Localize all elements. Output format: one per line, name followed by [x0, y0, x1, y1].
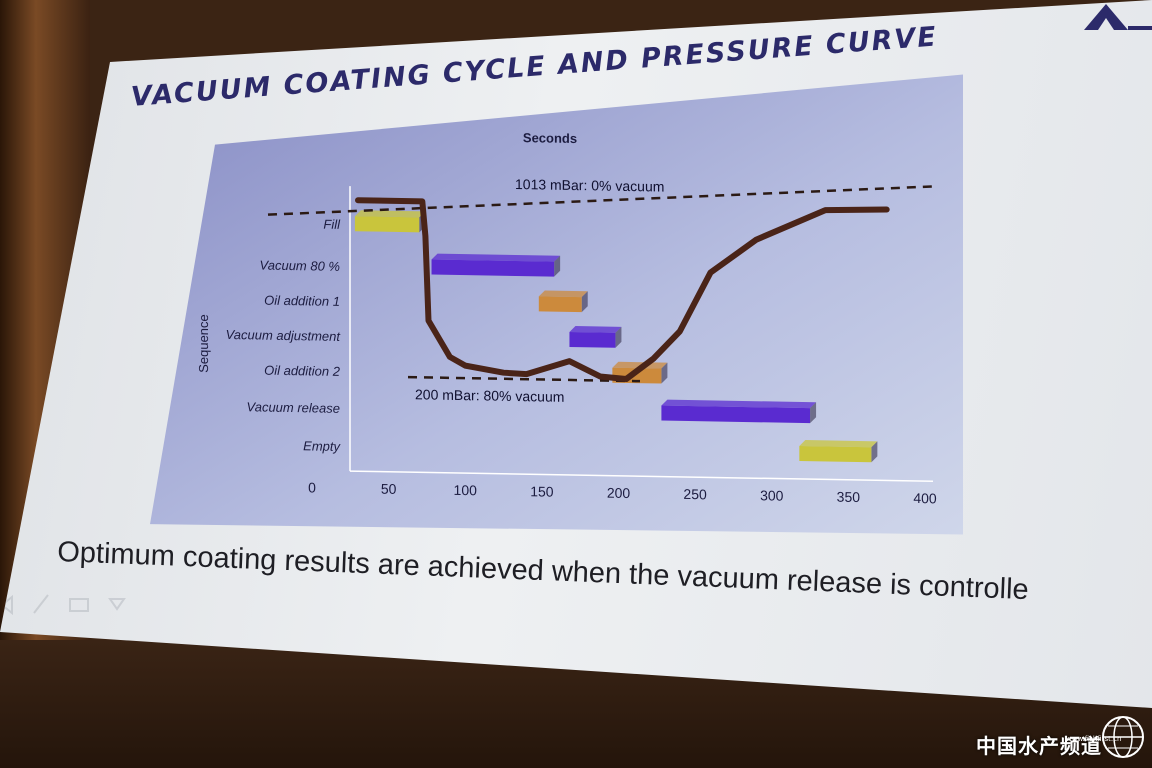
sequence-bar	[569, 331, 616, 348]
forward-arrow-icon	[108, 598, 126, 611]
sequence-label: Vacuum release	[247, 399, 340, 416]
sequence-label: Fill	[323, 217, 341, 232]
sequence-bar	[661, 405, 811, 424]
x-tick-label: 150	[530, 483, 554, 499]
reference-label-1013: 1013 mBar: 0% vacuum	[515, 176, 664, 195]
sequence-bar-side	[554, 255, 561, 277]
watermark-text: 中国水产频道	[976, 734, 1102, 758]
sequence-bar-top	[569, 326, 622, 333]
watermark-url: www.fishfirst.cn	[1066, 735, 1122, 743]
sequence-label: Vacuum 80 %	[260, 258, 340, 274]
x-tick-label: 50	[381, 481, 397, 497]
x-tick-label: 350	[837, 489, 861, 505]
sequence-bar-top	[538, 290, 588, 298]
company-logo-icon	[1084, 4, 1152, 30]
x-axis-line	[350, 470, 933, 483]
sequence-bar	[538, 296, 582, 313]
reference-line-200	[408, 375, 640, 383]
sequence-label: Empty	[303, 438, 341, 454]
sequence-bar	[354, 216, 420, 233]
sequence-bar	[431, 259, 555, 277]
pen-icon	[33, 594, 49, 614]
x-tick-label: 300	[760, 487, 784, 503]
sequence-bar-top	[354, 210, 426, 218]
x-tick-label: 200	[607, 485, 631, 501]
globe-icon	[1102, 716, 1144, 758]
pressure-curve-line	[355, 197, 890, 383]
sequence-bar-side	[661, 362, 668, 384]
back-arrow-icon	[0, 594, 13, 616]
sequence-bar-side	[581, 291, 588, 313]
sequence-bar-top	[799, 440, 878, 448]
y-axis-title: Sequence	[196, 314, 211, 373]
sequence-label: Oil addition 1	[264, 293, 340, 309]
menu-icon	[69, 598, 89, 612]
x-tick-label: 0	[308, 479, 316, 495]
x-tick-label: 250	[683, 486, 707, 502]
sequence-bar	[799, 445, 872, 463]
sequence-label: Vacuum adjustment	[226, 327, 342, 344]
sequence-bar-side	[871, 441, 878, 463]
x-tick-label: 400	[913, 490, 937, 506]
x-axis-title: Seconds	[523, 130, 577, 146]
sequence-bar-top	[431, 253, 561, 262]
slide-footer-icons	[0, 594, 126, 616]
sequence-bar-side	[810, 402, 817, 424]
sequence-bar-side	[615, 326, 622, 348]
sequence-bar-top	[661, 399, 817, 409]
reference-label-200: 200 mBar: 80% vacuum	[415, 386, 564, 405]
sequence-label: Oil addition 2	[264, 363, 341, 379]
x-tick-label: 100	[454, 482, 478, 498]
